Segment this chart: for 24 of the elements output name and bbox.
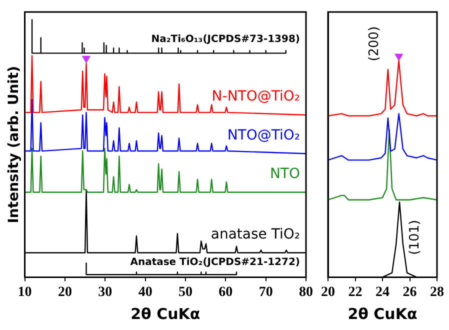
x-tick-label: 30 [98,285,112,300]
x-tick-label: 20 [321,285,335,300]
x-tick-label: 28 [430,285,444,300]
x-tick-label: 70 [258,285,273,300]
x-axis-title: 2θ CuKα [130,304,200,323]
series-label: anatase TiO₂ [210,226,300,242]
series-label: Na₂Ti₆O₁₃(JCPDS#73-1398) [151,34,300,45]
y-axis-title: Intensity (arb. Unit) [6,66,22,224]
x-tick-label: 80 [299,285,313,300]
x-tick-label: 60 [218,285,233,300]
series-label: Anatase TiO₂(JCPDS#21-1272) [130,257,300,268]
series-label: NTO@TiO₂ [227,127,300,144]
x-tick-label: 24 [376,285,390,300]
x-tick-label: 40 [138,285,152,300]
x-tick-label: 26 [402,285,417,300]
x-tick-label: 50 [178,285,192,300]
x-tick-label: 10 [18,285,32,300]
x-tick-label: 20 [58,285,72,300]
series-label: NTO [270,166,300,182]
annotation: (200) [367,26,382,62]
x-tick-label: 22 [348,285,362,300]
x-axis-title: 2θ CuKα [348,304,418,323]
annotation: (101) [408,220,423,255]
series-label: N-NTO@TiO₂ [212,88,300,105]
